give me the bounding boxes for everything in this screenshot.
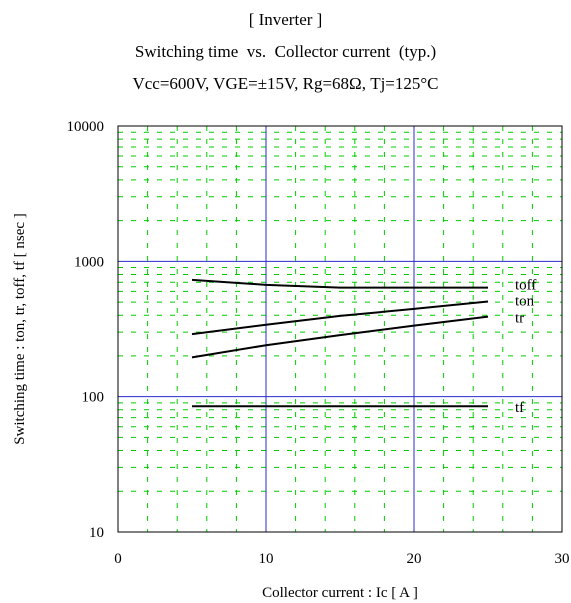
series-label-ton: ton <box>515 293 535 309</box>
series-line-ton <box>191 300 489 336</box>
chart-subtitle: Switching time vs. Collector current (ty… <box>134 42 437 61</box>
series-label-tr: tr <box>515 311 524 327</box>
x-tick-label: 20 <box>407 551 422 567</box>
y-axis-label: Switching time : ton, tr, toff, tf [ nse… <box>12 213 28 445</box>
y-tick-label: 10 <box>89 525 104 541</box>
series-line-toff <box>191 278 488 289</box>
series-label-toff: toff <box>515 278 536 294</box>
chart-conditions: Vcc=600V, VGE=±15V, Rg=68Ω, Tj=125°C <box>132 74 439 93</box>
x-axis-label: Collector current : Ic [ A ] <box>262 585 418 601</box>
y-tick-label: 10000 <box>67 119 105 135</box>
series-line-tr <box>191 315 489 359</box>
x-tick-label: 10 <box>259 551 274 567</box>
x-tick-labels: 0 10 20 30 <box>114 551 569 567</box>
chart-title: [ Inverter ] <box>248 10 323 29</box>
minor-grid <box>118 126 562 532</box>
x-tick-label: 0 <box>114 551 122 567</box>
y-tick-label: 1000 <box>74 254 104 270</box>
series-label-tf: tf <box>515 400 524 416</box>
major-grid <box>118 126 562 532</box>
plot-frame <box>117 125 563 533</box>
x-tick-label: 30 <box>555 551 570 567</box>
y-tick-label: 100 <box>82 390 105 406</box>
y-tick-labels: 10 100 1000 10000 <box>67 119 105 541</box>
series-lines <box>191 278 489 408</box>
